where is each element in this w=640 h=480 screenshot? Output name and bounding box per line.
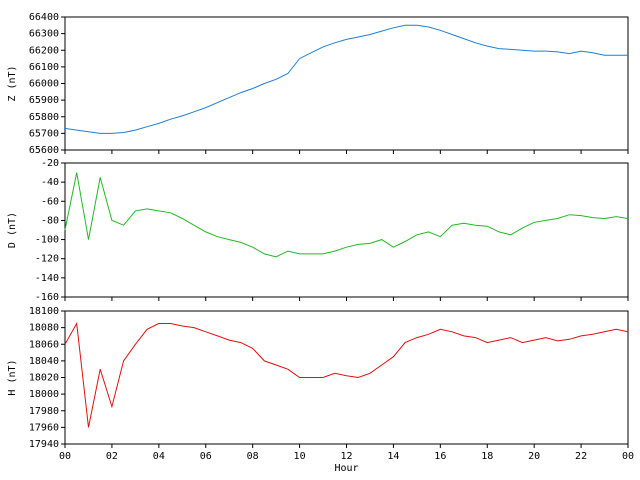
y-tick-label: 18000 [29,389,59,400]
x-tick-label: 12 [340,451,352,462]
x-axis-label: Hour [334,463,358,474]
x-tick-label: 02 [106,451,118,462]
y-tick-label: 66300 [29,29,59,40]
data-line [64,172,629,258]
x-tick-label: 20 [528,451,540,462]
y-tick-label: -140 [35,273,59,284]
y-axis-label: Z (nT) [7,65,18,101]
y-tick-label: 65900 [29,95,59,106]
x-tick-label: 14 [387,451,399,462]
x-tick-label: 18 [481,451,493,462]
x-tick-label: 06 [200,451,212,462]
x-tick-label: 00 [622,451,634,462]
plot-frame [64,310,629,445]
y-tick-label: 66400 [29,12,59,23]
plot-frame [64,16,629,151]
x-tick-label: 22 [575,451,587,462]
y-tick-label: -60 [41,196,59,207]
data-line [64,24,628,134]
y-tick-label: 65700 [29,128,59,139]
y-axis-label: D (nT) [7,212,18,248]
y-tick-label: 17980 [29,406,59,417]
x-tick-label: 16 [434,451,446,462]
y-tick-label: 18080 [29,323,59,334]
y-tick-label: 17940 [29,439,59,450]
y-tick-label: -160 [35,292,59,303]
plot-frame [64,162,629,298]
y-tick-label: -120 [35,254,59,265]
x-tick-label: 08 [247,451,259,462]
y-tick-label: 17960 [29,422,59,433]
x-tick-label: 00 [59,451,71,462]
y-tick-label: 18060 [29,339,59,350]
data-line [64,321,629,428]
y-tick-label: 65800 [29,112,59,123]
y-tick-label: 18020 [29,373,59,384]
y-tick-label: -20 [41,158,59,169]
y-tick-label: -40 [41,177,59,188]
y-tick-label: 66000 [29,79,59,90]
y-tick-label: 66200 [29,45,59,56]
y-tick-label: -100 [35,235,59,246]
y-axis-label: H (nT) [7,359,18,395]
x-tick-label: 04 [153,451,165,462]
y-tick-label: 18100 [29,306,59,317]
x-tick-label: 10 [294,451,306,462]
y-tick-label: 18040 [29,356,59,367]
y-tick-label: -80 [41,215,59,226]
y-tick-label: 66100 [29,62,59,73]
y-tick-label: 65600 [29,145,59,156]
